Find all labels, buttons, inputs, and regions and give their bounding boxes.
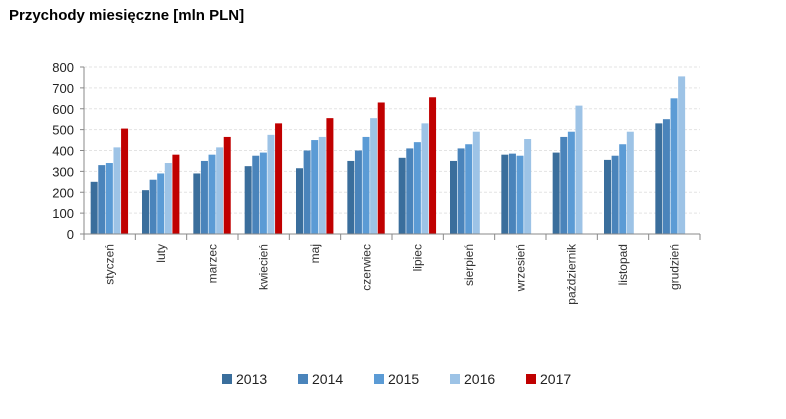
category-label: sierpień (462, 244, 476, 286)
bar-2015-grudzień (670, 98, 678, 234)
bar-2017-luty (172, 154, 180, 234)
bar-2017-czerwiec (377, 102, 385, 234)
bar-2015-kwiecień (259, 152, 267, 234)
bar-2013-kwiecień (244, 166, 252, 234)
bar-2013-listopad (604, 159, 611, 234)
y-tick-label: 500 (52, 123, 74, 138)
category-label: luty (154, 244, 168, 263)
legend-swatch-2016 (450, 374, 460, 384)
y-tick-label: 0 (67, 227, 74, 242)
y-tick-label: 100 (52, 206, 74, 221)
bar-2016-kwiecień (267, 134, 275, 234)
y-tick-label: 400 (52, 144, 74, 159)
category-labels: styczeń luty marzec kwiecień maj czerwiec lipi… (103, 243, 682, 305)
y-tick-label: 700 (52, 81, 74, 96)
bar-2013-maj (296, 168, 303, 234)
bar-2013-styczeń (90, 181, 98, 234)
bar-2015-styczeń (105, 163, 113, 234)
axes (80, 66, 701, 240)
bar-2016-maj (318, 136, 326, 234)
bar-2017-styczeń (121, 128, 129, 234)
y-tick-label: 300 (52, 164, 74, 179)
bar-2015-czerwiec (362, 136, 370, 234)
bar-2014-marzec (200, 160, 208, 234)
y-tick-label: 800 (52, 60, 74, 75)
category-label: grudzień (667, 244, 681, 290)
bar-2016-listopad (626, 131, 634, 234)
category-label: kwiecień (257, 244, 271, 290)
bar-2016-sierpień (472, 131, 480, 234)
bar-2017-kwiecień (275, 123, 283, 234)
bar-2016-czerwiec (370, 118, 378, 234)
bar-2015-lipiec (413, 142, 421, 234)
legend-swatch-2013 (222, 374, 232, 384)
bar-2015-marzec (208, 154, 216, 234)
bar-2013-sierpień (450, 160, 457, 234)
legend-label-2017: 2017 (540, 371, 571, 387)
legend-swatch-2015 (374, 374, 384, 384)
bar-2015-wrzesień (516, 155, 524, 234)
bar-2013-czerwiec (347, 160, 355, 234)
bar-2013-luty (142, 190, 149, 234)
category-label: maj (308, 244, 322, 263)
bar-2013-lipiec (398, 157, 406, 234)
bar-2015-maj (311, 140, 319, 234)
bar-2015-listopad (619, 144, 627, 234)
category-label: wrzesień (513, 244, 527, 292)
bar-2013-wrzesień (501, 154, 509, 234)
category-label: październik (565, 243, 579, 305)
legend: 2013 2014 2015 2016 2017 (222, 371, 571, 387)
bar-2014-listopad (611, 155, 619, 234)
bar-2014-styczeń (98, 165, 106, 234)
bar-2017-lipiec (429, 97, 437, 234)
bar-2014-kwiecień (252, 155, 260, 234)
legend-label-2013: 2013 (236, 371, 267, 387)
bar-2016-styczeń (113, 147, 121, 234)
y-tick-label: 600 (52, 102, 74, 117)
gridlines (84, 66, 700, 214)
y-tick-labels: 0 100 200 300 400 500 600 700 800 (52, 60, 74, 242)
bar-2016-wrzesień (524, 139, 532, 234)
category-label: styczeń (103, 244, 117, 285)
category-label: marzec (205, 244, 219, 283)
bar-2013-październik (552, 152, 560, 234)
bar-2016-październik (575, 105, 583, 235)
bar-2016-grudzień (678, 76, 686, 234)
legend-swatch-2017 (526, 374, 536, 384)
legend-label-2016: 2016 (464, 371, 495, 387)
bar-2014-październik (560, 136, 568, 234)
bar-2015-październik (567, 131, 575, 234)
y-tick-label: 200 (52, 185, 74, 200)
bar-2014-luty (149, 179, 157, 234)
category-label: listopad (616, 244, 630, 285)
bar-2014-lipiec (406, 148, 414, 234)
bar-2014-sierpień (457, 148, 465, 234)
legend-swatch-2014 (298, 374, 308, 384)
category-label: lipiec (411, 244, 425, 271)
category-label: czerwiec (359, 244, 373, 291)
bar-2017-maj (326, 118, 334, 234)
bar-2017-marzec (223, 136, 231, 234)
legend-label-2015: 2015 (388, 371, 419, 387)
bar-2013-grudzień (655, 123, 663, 234)
chart-title: Przychody miesięczne [mln PLN] (9, 7, 245, 24)
bar-2013-marzec (193, 173, 201, 234)
bar-2014-wrzesień (508, 153, 516, 234)
legend-label-2014: 2014 (312, 371, 343, 387)
bar-2014-grudzień (662, 119, 670, 234)
bar-2014-maj (303, 150, 311, 234)
bar-2016-lipiec (421, 123, 429, 234)
bar-2015-sierpień (465, 144, 473, 234)
bar-2016-luty (164, 163, 172, 234)
bar-2016-marzec (216, 147, 224, 234)
bar-2014-czerwiec (354, 150, 362, 234)
bar-2015-luty (157, 173, 165, 234)
bars (90, 76, 686, 235)
